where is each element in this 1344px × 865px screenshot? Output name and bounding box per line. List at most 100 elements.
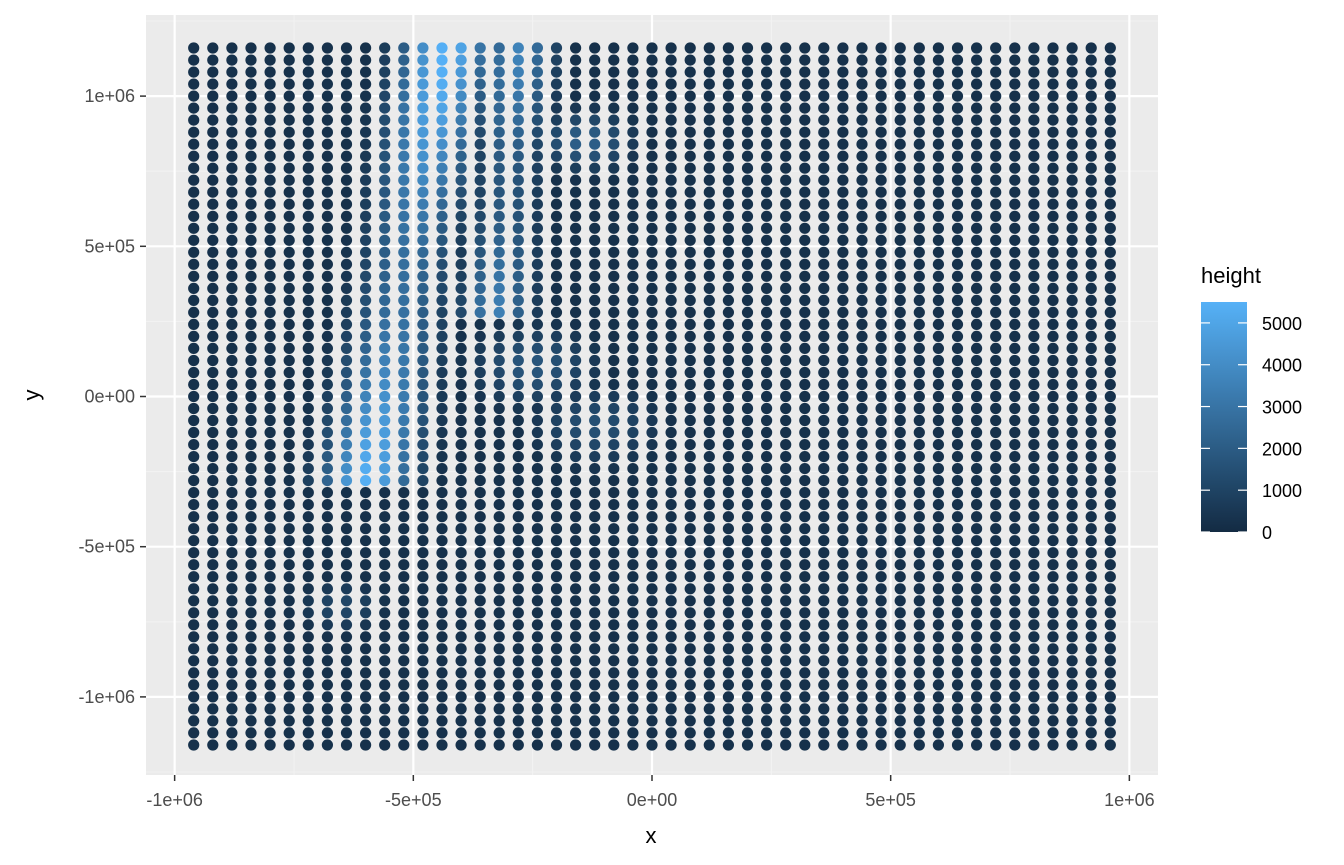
data-point [703, 366, 715, 379]
data-point [799, 150, 811, 162]
data-point [818, 559, 830, 571]
data-point [188, 378, 200, 391]
data-point [570, 90, 582, 102]
data-point [207, 78, 219, 90]
data-point [283, 667, 295, 679]
data-point [455, 366, 467, 379]
data-point [875, 667, 887, 679]
data-point [302, 186, 314, 198]
data-point [627, 294, 639, 306]
data-point [264, 715, 276, 727]
data-point [531, 619, 544, 631]
data-point [570, 282, 582, 294]
data-point [761, 559, 773, 571]
data-point [550, 138, 563, 150]
data-point [417, 102, 429, 114]
data-point [856, 366, 868, 379]
data-point [360, 294, 372, 306]
data-point [799, 426, 811, 439]
data-point [703, 607, 715, 619]
data-point [741, 318, 754, 330]
data-point [665, 643, 677, 655]
data-point [188, 523, 200, 535]
data-point [379, 114, 391, 126]
data-point [1047, 679, 1059, 691]
data-point [340, 246, 353, 258]
data-point [951, 294, 964, 306]
data-point [856, 186, 868, 198]
data-point [264, 523, 276, 535]
data-point [436, 378, 448, 391]
data-point [761, 42, 773, 54]
data-point [856, 222, 868, 234]
data-point [913, 667, 925, 679]
data-point [283, 330, 295, 342]
data-point [1009, 523, 1021, 535]
data-point [761, 499, 773, 511]
data-point [245, 150, 257, 162]
data-point [283, 246, 295, 258]
data-point [474, 258, 486, 270]
data-point [226, 511, 238, 523]
data-point [360, 571, 372, 583]
data-point [570, 451, 582, 463]
data-point [837, 439, 849, 451]
data-point [207, 246, 219, 258]
data-point [493, 511, 505, 523]
data-point [665, 282, 677, 294]
data-point [1028, 186, 1040, 198]
data-point [531, 655, 544, 667]
data-point [818, 523, 830, 535]
data-point [570, 631, 582, 643]
data-point [932, 679, 945, 691]
data-point [837, 330, 849, 342]
data-point [302, 270, 314, 282]
data-point [340, 414, 353, 427]
data-point [665, 583, 677, 595]
data-point [398, 390, 410, 403]
data-point [188, 306, 200, 318]
data-point [226, 727, 238, 739]
data-point [646, 463, 658, 475]
data-point [761, 451, 773, 463]
data-point [818, 703, 830, 715]
data-point [665, 426, 677, 439]
data-point [1009, 138, 1021, 150]
data-point [302, 66, 314, 78]
data-point [1028, 198, 1040, 210]
data-point [971, 174, 983, 186]
data-point [990, 655, 1002, 667]
data-point [398, 66, 410, 78]
data-point [283, 294, 295, 306]
data-point [1047, 150, 1059, 162]
data-point [608, 595, 620, 607]
x-tick-label: -5e+05 [385, 790, 442, 810]
data-point [971, 511, 983, 523]
legend-label: 0 [1262, 523, 1272, 543]
data-point [1047, 174, 1059, 186]
data-point [780, 222, 792, 234]
data-point [1009, 198, 1021, 210]
data-point [245, 619, 257, 631]
data-point [302, 511, 314, 523]
data-point [512, 475, 524, 487]
data-point [436, 270, 448, 282]
data-point [379, 727, 391, 739]
data-point [1028, 703, 1040, 715]
data-point [646, 595, 658, 607]
data-point [436, 727, 448, 739]
data-point [1104, 186, 1116, 198]
data-point [570, 246, 582, 258]
data-point [283, 607, 295, 619]
data-point [780, 439, 792, 451]
data-point [951, 691, 964, 703]
data-point [932, 54, 945, 66]
data-point [226, 439, 238, 451]
data-point [283, 186, 295, 198]
data-point [245, 354, 257, 367]
data-point [302, 282, 314, 294]
data-point [417, 270, 429, 282]
data-point [703, 210, 715, 222]
data-point [245, 463, 257, 475]
